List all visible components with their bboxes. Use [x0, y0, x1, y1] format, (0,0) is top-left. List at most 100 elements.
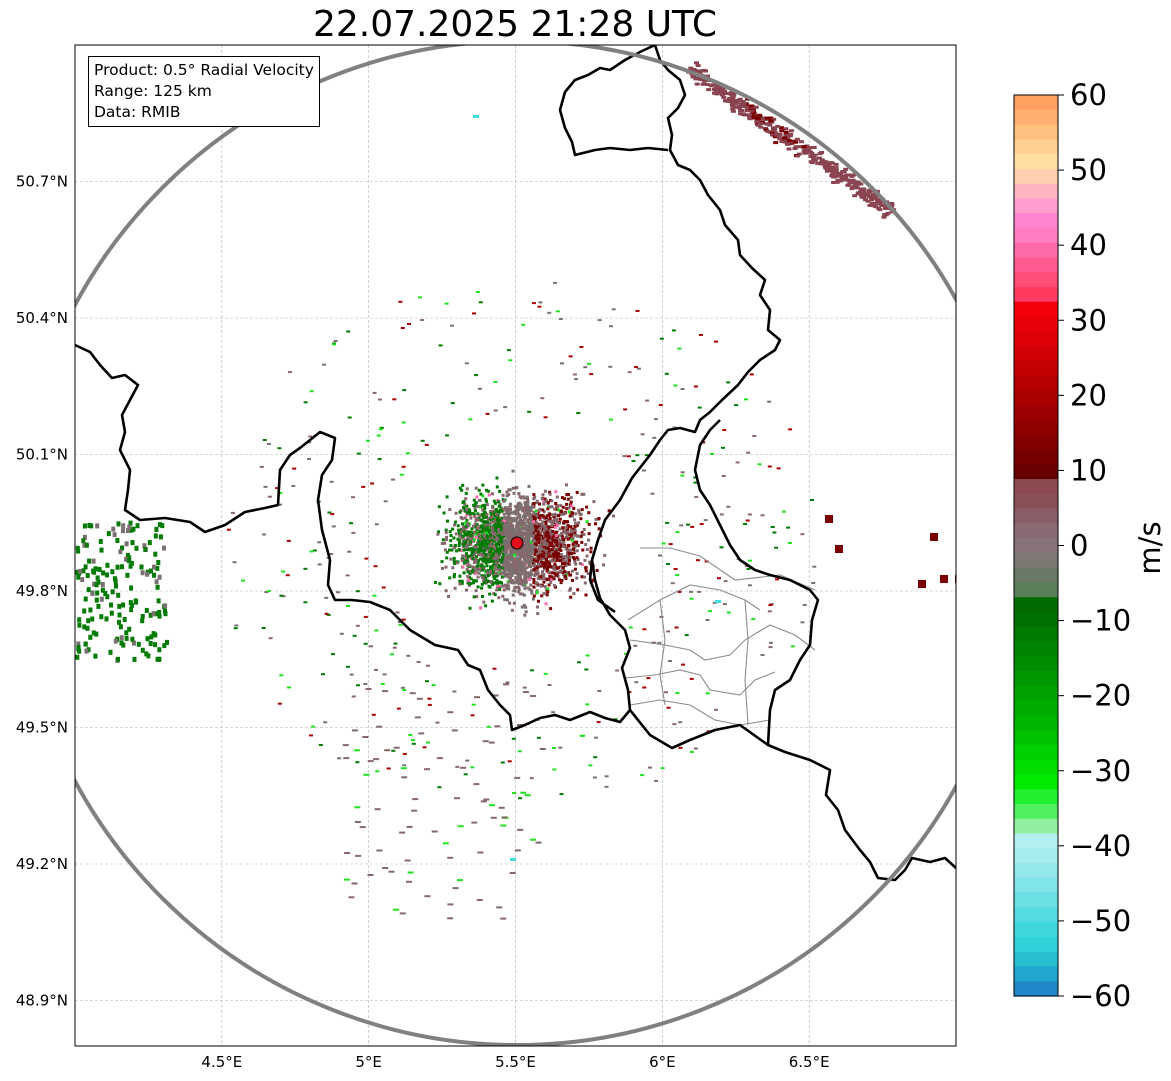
colorbar-swatch [1014, 685, 1058, 702]
colorbar-tick-label: −50 [1070, 904, 1131, 938]
echo-pixel [592, 776, 597, 779]
echo-pixel [485, 548, 489, 552]
echo-pixel [513, 528, 517, 532]
echo-pixel [503, 574, 507, 578]
echo-pixel [635, 310, 640, 312]
echo-pixel [101, 570, 106, 576]
echo-pixel [495, 552, 498, 556]
echo-pixel [506, 598, 509, 602]
echo-pixel [561, 562, 564, 566]
colorbar-swatch [1014, 375, 1058, 392]
echo-pixel [492, 694, 499, 697]
echo-pixel [722, 429, 727, 431]
echo-pixel [484, 531, 488, 535]
echo-pixel [554, 490, 558, 494]
echo-pixel [121, 528, 125, 534]
echo-pixel [113, 578, 118, 584]
echo-pixel [580, 563, 584, 566]
echo-pixel [513, 557, 517, 561]
echo-pixel [508, 359, 513, 362]
echo-pixel [534, 529, 538, 532]
echo-pixel [502, 561, 506, 565]
echo-pixel [488, 741, 495, 744]
echo-pixel [710, 453, 714, 455]
echo-pixel [812, 157, 818, 161]
echo-pixel [99, 547, 104, 553]
echo-pixel [233, 627, 238, 630]
echo-pixel [105, 562, 110, 568]
echo-pixel [331, 525, 336, 528]
echo-pixel [532, 493, 536, 497]
colorbar-swatch [1014, 95, 1058, 111]
echo-pixel [555, 551, 559, 555]
echo-pixel [483, 520, 487, 524]
echo-pixel [149, 634, 154, 640]
echo-pixel [541, 526, 545, 530]
colorbar-swatch [1014, 730, 1058, 746]
echo-pixel [524, 524, 528, 528]
echo-pixel [489, 529, 492, 533]
echo-pixel [525, 566, 529, 570]
echo-pixel [544, 546, 548, 550]
echo-pixel [479, 606, 483, 610]
echo-pixel [522, 569, 526, 573]
echo-pixel [474, 501, 478, 505]
echo-pixel [597, 527, 601, 531]
echo-pixel [81, 538, 86, 544]
echo-pixel [730, 109, 736, 113]
echo-pixel [525, 555, 529, 559]
echo-pixel [515, 585, 519, 589]
echo-pixel [451, 566, 455, 570]
echo-pixel [100, 582, 105, 587]
echo-pixel [788, 428, 793, 431]
echo-pixel [498, 558, 502, 562]
echo-pixel [263, 485, 268, 488]
echo-pixel [530, 551, 534, 555]
echo-pixel [757, 463, 762, 466]
echo-pixel [481, 516, 485, 520]
echo-pixel [585, 554, 589, 558]
echo-pixel [697, 406, 702, 409]
colorbar-swatch [1014, 419, 1058, 436]
echo-pixel [547, 552, 551, 556]
echo-pixel [462, 548, 466, 552]
echo-pixel [812, 159, 818, 163]
echo-pixel [416, 661, 421, 663]
echo-pixel [559, 539, 563, 543]
echo-pixel [693, 385, 698, 388]
echo-pixel [494, 571, 498, 575]
echo-pixel [558, 559, 562, 563]
echo-pixel [397, 621, 402, 623]
echo-pixel [537, 537, 541, 541]
echo-pixel [472, 581, 475, 585]
echo-pixel [442, 842, 449, 845]
echo-pixel [497, 500, 501, 504]
echo-pixel [505, 559, 509, 563]
echo-pixel [100, 587, 105, 593]
echo-pixel [485, 412, 490, 415]
echo-pixel [471, 547, 475, 551]
echo-pixel [93, 653, 98, 659]
echo-pixel [550, 523, 554, 527]
echo-pixel [441, 538, 445, 542]
echo-pixel [457, 544, 461, 547]
echo-pixel [77, 622, 82, 628]
echo-pixel [498, 549, 502, 553]
echo-pixel [539, 576, 543, 580]
echo-pixel [160, 523, 165, 529]
echo-pixel [444, 538, 448, 542]
echo-pixel [518, 575, 522, 579]
echo-pixel [597, 517, 601, 521]
echo-pixel [76, 641, 81, 647]
echo-pixel [525, 513, 529, 516]
echo-pixel [584, 569, 588, 573]
echo-pixel [580, 575, 584, 579]
echo-pixel [468, 522, 472, 526]
echo-pixel [453, 562, 457, 566]
echo-pixel [674, 626, 679, 629]
echo-pixel [569, 525, 573, 529]
echo-pixel [476, 585, 480, 589]
echo-pixel [504, 508, 508, 512]
echo-pixel [492, 575, 496, 579]
echo-pixel [698, 78, 704, 81]
